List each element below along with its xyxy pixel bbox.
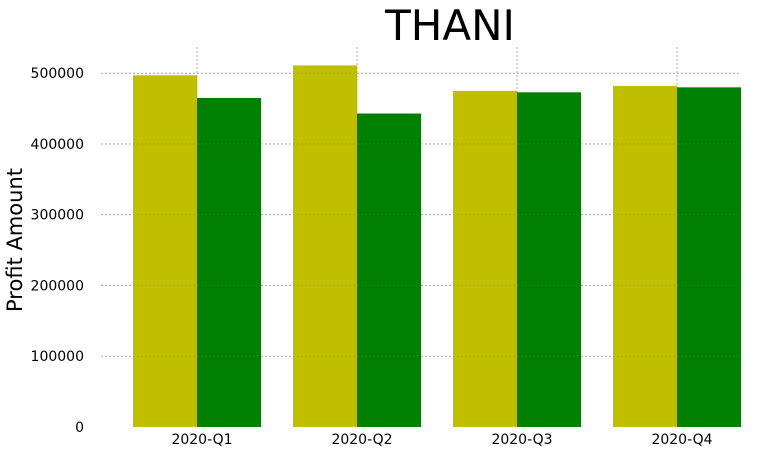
- bar-2020-Q1-series-2: [197, 97, 261, 428]
- y-tick-label: 400000: [31, 137, 84, 153]
- x-tick-label: 2020-Q2: [331, 432, 392, 448]
- y-tick-label: 300000: [31, 208, 84, 224]
- y-tick-label: 100000: [31, 349, 84, 365]
- y-tick-label: 0: [75, 420, 84, 436]
- bars: [101, 47, 741, 428]
- x-axis-ticks: 2020-Q1 2020-Q2 2020-Q3 2020-Q4: [171, 432, 712, 448]
- y-axis-ticks: 0 100000 200000 300000 400000 500000: [31, 66, 84, 436]
- x-tick-label: 2020-Q4: [651, 432, 712, 448]
- bar-2020-Q2-series-2: [357, 113, 421, 427]
- bar-2020-Q3-series-2: [517, 92, 581, 428]
- bar-2020-Q4-series-2: [677, 87, 741, 427]
- bar-2020-Q2-series-1: [293, 65, 357, 428]
- x-tick-label: 2020-Q1: [171, 432, 232, 448]
- bar-2020-Q1-series-1: [133, 75, 197, 428]
- bar-2020-Q3-series-1: [453, 90, 517, 428]
- y-tick-label: 500000: [31, 66, 84, 82]
- y-tick-label: 200000: [31, 278, 84, 294]
- bar-2020-Q4-series-1: [613, 85, 677, 427]
- y-axis-label: Profit Amount: [3, 168, 27, 312]
- chart-title: THANI: [384, 1, 515, 50]
- x-tick-label: 2020-Q3: [491, 432, 552, 448]
